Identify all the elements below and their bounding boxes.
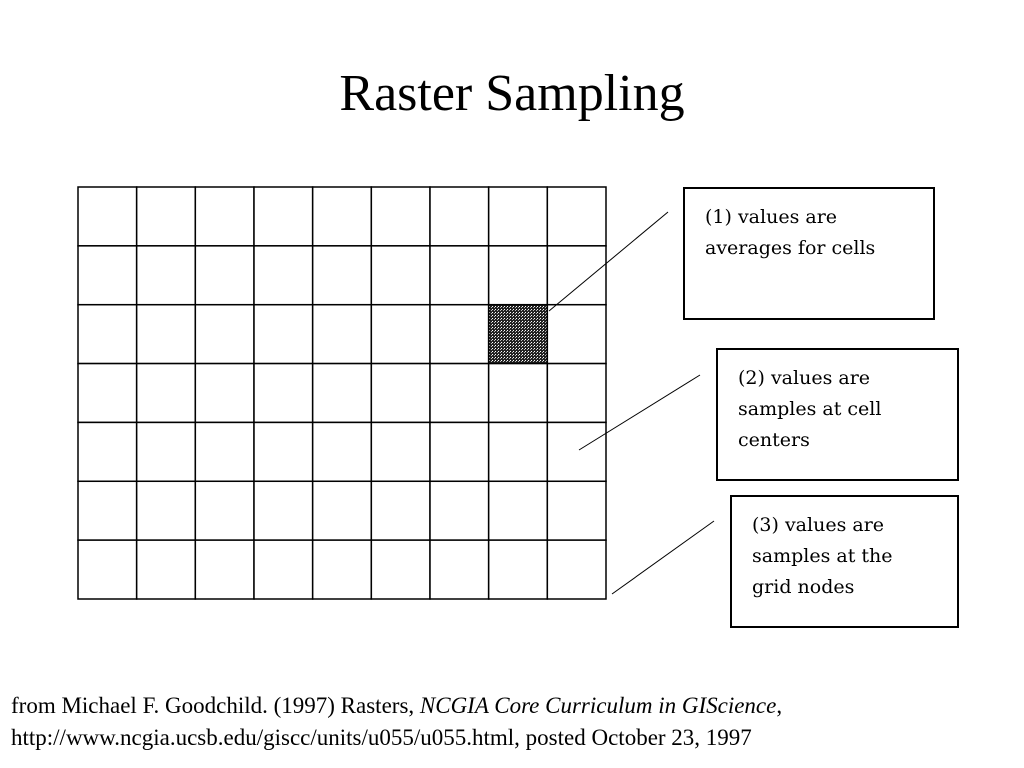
raster-grid: [77, 186, 607, 600]
grid-cell: [311, 539, 373, 600]
callout-grid-nodes: (3) values are samples at the grid nodes: [730, 495, 959, 628]
callout-text: averages for cells: [705, 237, 876, 259]
citation-line-1: from Michael F. Goodchild. (1997) Raster…: [11, 690, 782, 722]
grid-cell: [135, 480, 197, 541]
grid-cell: [311, 245, 373, 306]
grid-cell: [429, 539, 490, 600]
grid-cell: [370, 362, 431, 424]
grid-cell: [370, 303, 431, 365]
grid-cell: [77, 245, 138, 306]
grid-cell: [370, 480, 431, 541]
leader-line-cell-average: [548, 211, 669, 312]
grid-cell: [546, 245, 607, 306]
leader-line-grid-node: [611, 520, 715, 595]
grid-cell: [253, 303, 314, 365]
grid-cell: [429, 362, 490, 424]
grid-cell: [429, 245, 490, 306]
callout-text: centers: [738, 429, 810, 451]
citation-url: http://www.ncgia.ucsb.edu/giscc/units/u0…: [11, 725, 752, 750]
callout-text: (1) values are: [705, 206, 838, 228]
source-citation: from Michael F. Goodchild. (1997) Raster…: [11, 690, 782, 754]
grid-cell: [311, 480, 373, 541]
grid-cell: [487, 539, 549, 600]
grid-cell: [487, 362, 549, 424]
grid-cell: [429, 480, 490, 541]
grid-cell: [77, 480, 138, 541]
leader-line-cell-center: [578, 374, 701, 451]
grid-cell: [546, 421, 607, 483]
callout-text: (3) values are: [752, 514, 885, 536]
grid-cell: [487, 480, 549, 541]
grid-cell: [194, 480, 255, 541]
grid-cell: [311, 186, 373, 247]
callout-text: grid nodes: [752, 576, 855, 598]
grid-cell: [253, 186, 314, 247]
grid-cell: [194, 186, 255, 247]
grid-cell: [135, 362, 197, 424]
grid-cell: [194, 245, 255, 306]
grid-cell: [487, 245, 549, 306]
citation-author: from Michael F. Goodchild. (1997) Raster…: [11, 693, 420, 718]
grid-cell: [370, 245, 431, 306]
callout-text: samples at the: [752, 545, 893, 567]
grid-cell: [77, 303, 138, 365]
highlighted-grid-cell: [487, 303, 549, 365]
grid-cell: [77, 186, 138, 247]
grid-cell: [77, 421, 138, 483]
grid-cell: [77, 539, 138, 600]
grid-cell: [546, 480, 607, 541]
grid-cell: [311, 362, 373, 424]
grid-cell: [194, 303, 255, 365]
grid-cell: [546, 362, 607, 424]
grid-cell: [135, 421, 197, 483]
leader-lines: [548, 211, 715, 595]
grid-cell: [311, 303, 373, 365]
grid-cell: [253, 480, 314, 541]
grid-cell: [253, 362, 314, 424]
citation-comma: ,: [776, 693, 783, 718]
callout-text: (2) values are: [738, 367, 871, 389]
grid-cell: [487, 186, 549, 247]
grid-cell: [253, 245, 314, 306]
grid-cell: [370, 186, 431, 247]
grid-cell: [135, 186, 197, 247]
grid-cell: [487, 421, 549, 483]
grid-cell: [194, 421, 255, 483]
grid-cell: [194, 539, 255, 600]
grid-cell: [546, 186, 607, 247]
grid-cell: [429, 421, 490, 483]
grid-cell: [253, 421, 314, 483]
grid-cell: [370, 421, 431, 483]
grid-cell: [253, 539, 314, 600]
grid-cell: [546, 303, 607, 365]
citation-publication: NCGIA Core Curriculum in GIScience: [419, 693, 777, 718]
grid-cell: [135, 303, 197, 365]
grid-cell: [135, 245, 197, 306]
callout-cell-centers: (2) values are samples at cell centers: [716, 348, 959, 481]
grid-cell: [77, 362, 138, 424]
grid-cell: [370, 539, 431, 600]
grid-cell: [135, 539, 197, 600]
grid-cell: [546, 539, 607, 600]
grid-cell: [194, 362, 255, 424]
grid-cell: [311, 421, 373, 483]
grid-cell: [429, 186, 490, 247]
grid-cell: [429, 303, 490, 365]
callout-text: samples at cell: [738, 398, 882, 420]
callout-cell-averages: (1) values are averages for cells: [683, 187, 935, 320]
slide-title: Raster Sampling: [339, 65, 685, 122]
